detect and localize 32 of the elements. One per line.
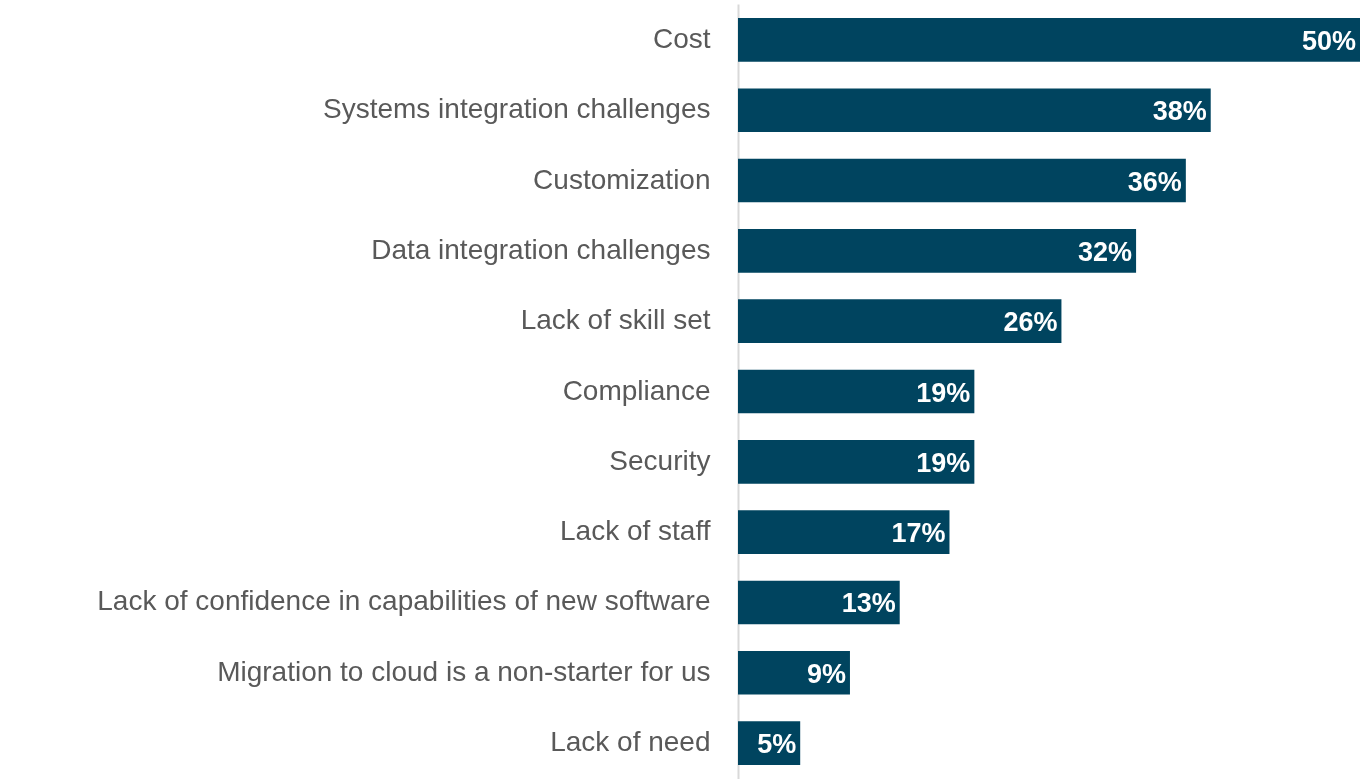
bar xyxy=(738,229,1137,273)
bar xyxy=(738,88,1211,132)
bar xyxy=(738,158,1186,203)
bar xyxy=(738,510,950,554)
y-tick-label: Security xyxy=(609,444,711,476)
y-tick-label: Customization xyxy=(533,163,711,195)
y-tick-label: Lack of staff xyxy=(560,515,711,547)
y-tick-label: Systems integration challenges xyxy=(322,93,711,125)
data-label: 36% xyxy=(1127,166,1182,197)
bar xyxy=(738,440,975,484)
y-tick-label: Lack of need xyxy=(550,726,711,758)
bar xyxy=(738,299,1062,343)
data-label: 9% xyxy=(806,658,846,689)
data-label: 38% xyxy=(1152,96,1207,127)
data-label: 50% xyxy=(1301,25,1356,56)
data-label: 19% xyxy=(916,447,971,478)
bar xyxy=(738,580,900,625)
bar xyxy=(738,369,975,414)
y-tick-label: Lack of skill set xyxy=(520,304,711,336)
y-tick-label: Migration to cloud is a non-starter for us xyxy=(217,655,711,687)
data-label: 19% xyxy=(916,377,971,408)
y-tick-label: Compliance xyxy=(562,374,711,406)
data-label: 26% xyxy=(1003,307,1058,338)
bar xyxy=(738,18,1360,62)
data-label: 5% xyxy=(757,729,797,760)
data-label: 13% xyxy=(841,588,896,619)
y-tick-label: Cost xyxy=(652,22,711,54)
y-tick-label: Lack of confidence in capabilities of new software xyxy=(97,585,711,617)
data-label: 17% xyxy=(891,518,946,549)
y-tick-label: Data integration challenges xyxy=(371,233,711,265)
bar xyxy=(738,651,850,695)
data-label: 32% xyxy=(1078,236,1133,267)
